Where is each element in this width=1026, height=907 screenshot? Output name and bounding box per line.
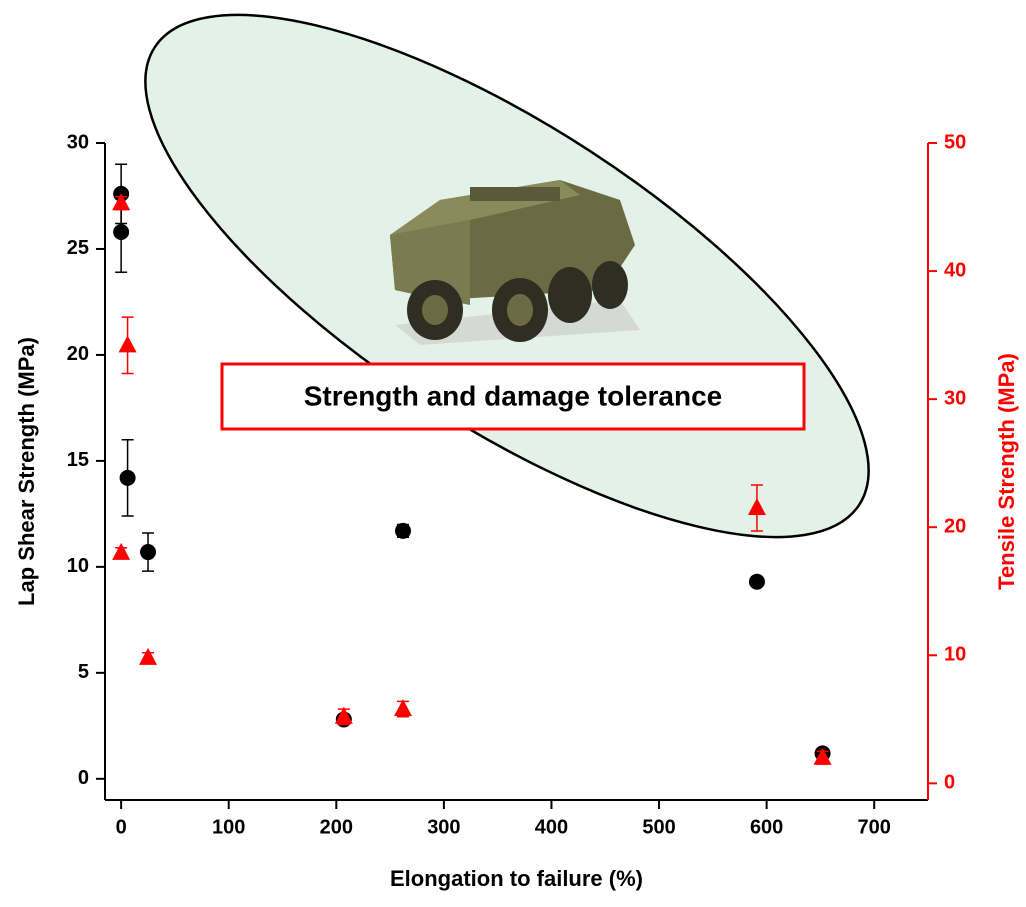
annotation: Strength and damage tolerance bbox=[304, 380, 723, 411]
x-tick-label: 500 bbox=[642, 816, 675, 838]
y-tick-label: 10 bbox=[67, 555, 89, 577]
y2-tick-label: 30 bbox=[944, 387, 966, 409]
y-tick-label: 15 bbox=[67, 449, 89, 471]
x-tick-label: 300 bbox=[427, 816, 460, 838]
x-tick-label: 600 bbox=[750, 816, 783, 838]
y2-tick-label: 40 bbox=[944, 259, 966, 281]
x-tick-label: 400 bbox=[535, 816, 568, 838]
data-point bbox=[140, 544, 157, 561]
data-point bbox=[334, 706, 353, 724]
vehicle-illustration bbox=[390, 180, 640, 345]
y2-tick-label: 20 bbox=[944, 515, 966, 537]
annotation-box bbox=[220, 362, 806, 431]
data-point bbox=[394, 699, 413, 717]
data-point bbox=[813, 747, 832, 765]
data-point bbox=[747, 498, 766, 515]
y2-tick-label: 50 bbox=[944, 131, 966, 153]
x-axis-title: Elongation to failure (%) bbox=[390, 866, 643, 891]
data-point bbox=[139, 647, 158, 665]
y-tick-label: 30 bbox=[67, 131, 89, 153]
data-point bbox=[119, 469, 136, 486]
data-point bbox=[113, 224, 130, 241]
data-point bbox=[748, 573, 765, 590]
data-point bbox=[112, 193, 131, 211]
y2-tick-label: 10 bbox=[944, 644, 966, 666]
x-tick-label: 200 bbox=[320, 816, 353, 838]
y-tick-label: 5 bbox=[78, 661, 89, 683]
data-point bbox=[118, 335, 137, 353]
y-axis-title: Lap Shear Strength (MPa) bbox=[14, 337, 39, 606]
y-tick-label: 20 bbox=[67, 343, 89, 365]
x-tick-label: 0 bbox=[116, 816, 127, 838]
y2-tick-label: 0 bbox=[944, 772, 955, 794]
y2-axis-title: Tensile Strength (MPa) bbox=[994, 353, 1019, 590]
data-point bbox=[112, 542, 131, 560]
x-tick-label: 100 bbox=[212, 816, 245, 838]
data-point bbox=[395, 522, 412, 539]
y-tick-label: 0 bbox=[78, 767, 89, 789]
x-tick-label: 700 bbox=[858, 816, 891, 838]
y-tick-label: 25 bbox=[67, 237, 89, 259]
